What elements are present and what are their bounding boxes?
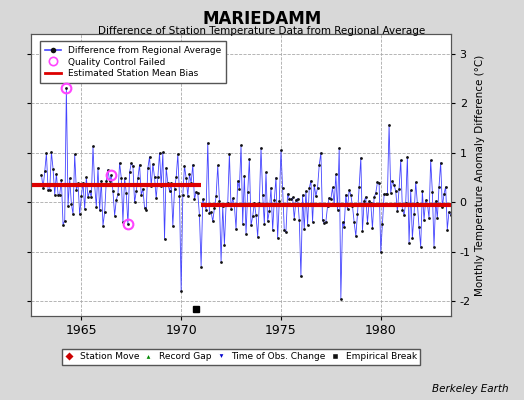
Y-axis label: Monthly Temperature Anomaly Difference (°C): Monthly Temperature Anomaly Difference (… xyxy=(475,54,485,296)
Text: MARIEDAMM: MARIEDAMM xyxy=(202,10,322,28)
Text: Difference of Station Temperature Data from Regional Average: Difference of Station Temperature Data f… xyxy=(99,26,425,36)
Legend: Station Move, Record Gap, Time of Obs. Change, Empirical Break: Station Move, Record Gap, Time of Obs. C… xyxy=(62,349,420,365)
Text: Berkeley Earth: Berkeley Earth xyxy=(432,384,508,394)
